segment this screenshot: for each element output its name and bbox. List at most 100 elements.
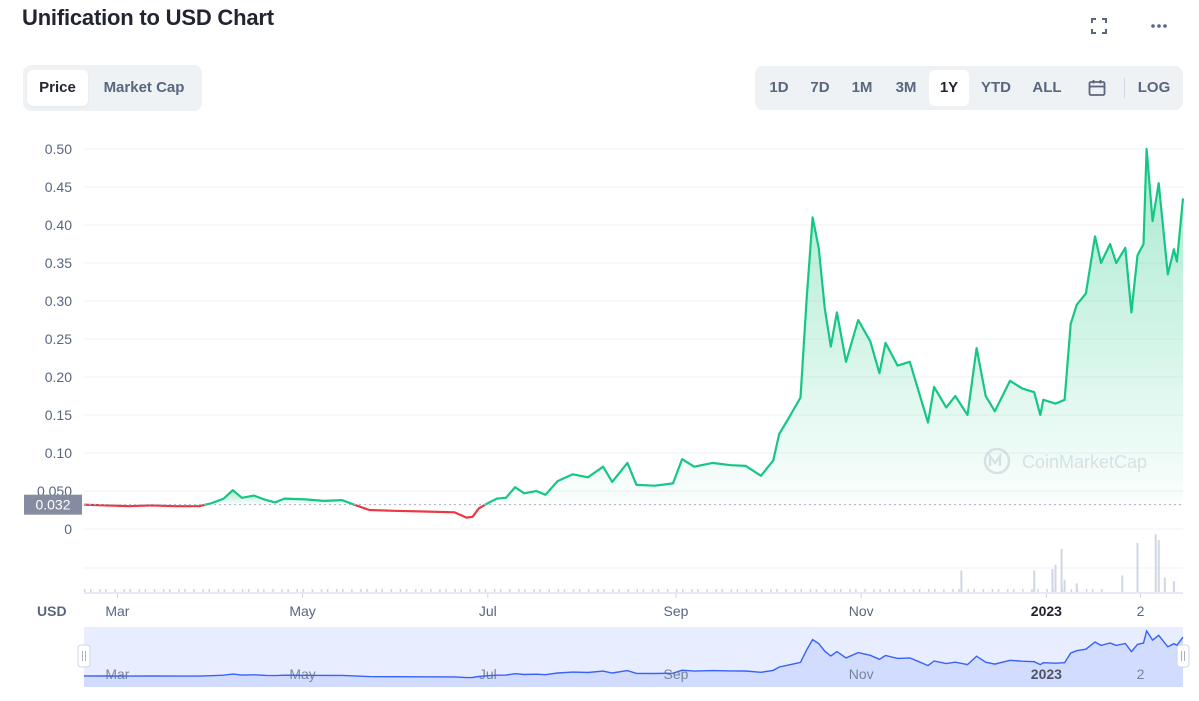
volume-bar (894, 589, 897, 592)
log-scale-toggle[interactable]: LOG (1137, 79, 1171, 96)
navigator[interactable]: Mar May Jul Sep Nov 2023 2 (77, 627, 1190, 687)
volume-bar (1070, 589, 1073, 592)
price-area-fill (205, 490, 355, 505)
volume-bar (927, 589, 930, 592)
range-ytd[interactable]: YTD (981, 79, 1011, 96)
volume-bar (809, 589, 812, 592)
tab-price[interactable]: Price (27, 70, 88, 106)
volume-bar (736, 589, 739, 592)
x-tick-label: Nov (849, 603, 874, 619)
volume-bar (539, 589, 541, 592)
volume-bar (499, 589, 502, 592)
range-1m[interactable]: 1M (851, 79, 873, 96)
volume-bar (1076, 589, 1079, 592)
volume-bar (800, 589, 802, 592)
volume-bar (873, 589, 875, 592)
volume-bar (794, 589, 796, 592)
range-all[interactable]: ALL (1032, 79, 1062, 96)
volume-bar (1154, 534, 1157, 592)
volume-bar (618, 589, 620, 592)
volume-bar (445, 589, 447, 592)
volume-bar (697, 589, 699, 592)
volume-bar (351, 589, 353, 592)
volume-bar (381, 589, 384, 592)
volume-bar (311, 589, 314, 592)
volume-bar (208, 589, 210, 592)
navigator-handle-right[interactable] (1176, 644, 1190, 668)
volume-bar (326, 589, 329, 592)
price-line-down (353, 503, 486, 519)
range-3m[interactable]: 3M (895, 79, 917, 96)
volume-bar (335, 589, 338, 592)
currency-label: USD (37, 603, 67, 619)
y-tick-label: 0.40 (45, 217, 72, 233)
volume-bar (1091, 589, 1094, 592)
volume-bar (202, 589, 204, 592)
navigator-handle-left[interactable] (77, 644, 91, 668)
calendar-button[interactable] (1079, 70, 1115, 106)
volume-bar (1172, 581, 1175, 592)
price-area (205, 149, 1183, 505)
volume-bar (1006, 589, 1009, 592)
volume-bar (918, 589, 921, 592)
price-line-up (205, 489, 355, 506)
volume-bar (99, 589, 101, 592)
navigator-x-label: Sep (664, 666, 689, 682)
volume-bar (1075, 583, 1078, 592)
navigator-x-label: Mar (105, 666, 129, 682)
range-1y[interactable]: 1Y (929, 70, 969, 106)
volume-bar (162, 589, 165, 592)
volume-bar (612, 589, 614, 592)
range-7d[interactable]: 7D (810, 79, 830, 96)
volume-bar (997, 589, 1000, 592)
volume-bar (691, 589, 693, 592)
volume-bar (533, 589, 535, 592)
range-1d[interactable]: 1D (769, 79, 789, 96)
y-tick-label: 0.35 (45, 255, 72, 271)
volume-bar (399, 589, 402, 592)
volume-bar (1121, 575, 1124, 592)
volume-bar (578, 589, 581, 592)
watermark-text: CoinMarketCap (1022, 452, 1147, 472)
volume-bar (1063, 579, 1066, 592)
coinmarketcap-logo-icon (983, 447, 1011, 475)
volume-bar (770, 589, 772, 592)
handle-grip[interactable] (77, 644, 91, 668)
navigator-x-label: 2023 (1031, 666, 1062, 682)
volume-bar (217, 589, 220, 592)
navigator-selection (84, 627, 1183, 687)
volume-bar (247, 589, 250, 592)
volume-bar (390, 589, 393, 592)
volume-bar (272, 589, 274, 592)
volume-bar (193, 589, 195, 592)
volume-bar (721, 589, 724, 592)
volume-bar (524, 589, 526, 592)
volume-bars (84, 534, 1175, 592)
volume-bar (960, 570, 963, 592)
handle-grip[interactable] (1176, 644, 1190, 668)
volume-bar (232, 589, 235, 592)
volume-bar (257, 589, 259, 592)
volume-bar (973, 589, 976, 592)
volume-bar (375, 589, 377, 592)
volume-bar (682, 589, 684, 592)
navigator-x-label: Nov (849, 666, 874, 682)
fullscreen-button[interactable] (1085, 12, 1113, 40)
volume-bar (1046, 589, 1048, 592)
volume-bar (287, 589, 289, 592)
volume-bar (1051, 568, 1054, 592)
volume-bar (366, 589, 368, 592)
volume-bar (636, 589, 639, 592)
volume-bar (454, 589, 456, 592)
volume-bar (484, 589, 487, 592)
fullscreen-icon (1091, 18, 1107, 34)
calendar-icon (1088, 80, 1106, 96)
x-tick-label: Jul (479, 603, 497, 619)
volume-bar (745, 589, 748, 592)
tab-market-cap[interactable]: Market Cap (103, 79, 185, 96)
more-options-button[interactable] (1145, 12, 1173, 40)
watermark: CoinMarketCap (983, 447, 1147, 475)
y-axis-labels: 0.50 0.45 0.40 0.35 0.30 0.25 0.20 0.15 0.10 0.05… (37, 141, 72, 537)
reference-price-badge (24, 494, 82, 515)
y-tick-label: 0.45 (45, 179, 72, 195)
